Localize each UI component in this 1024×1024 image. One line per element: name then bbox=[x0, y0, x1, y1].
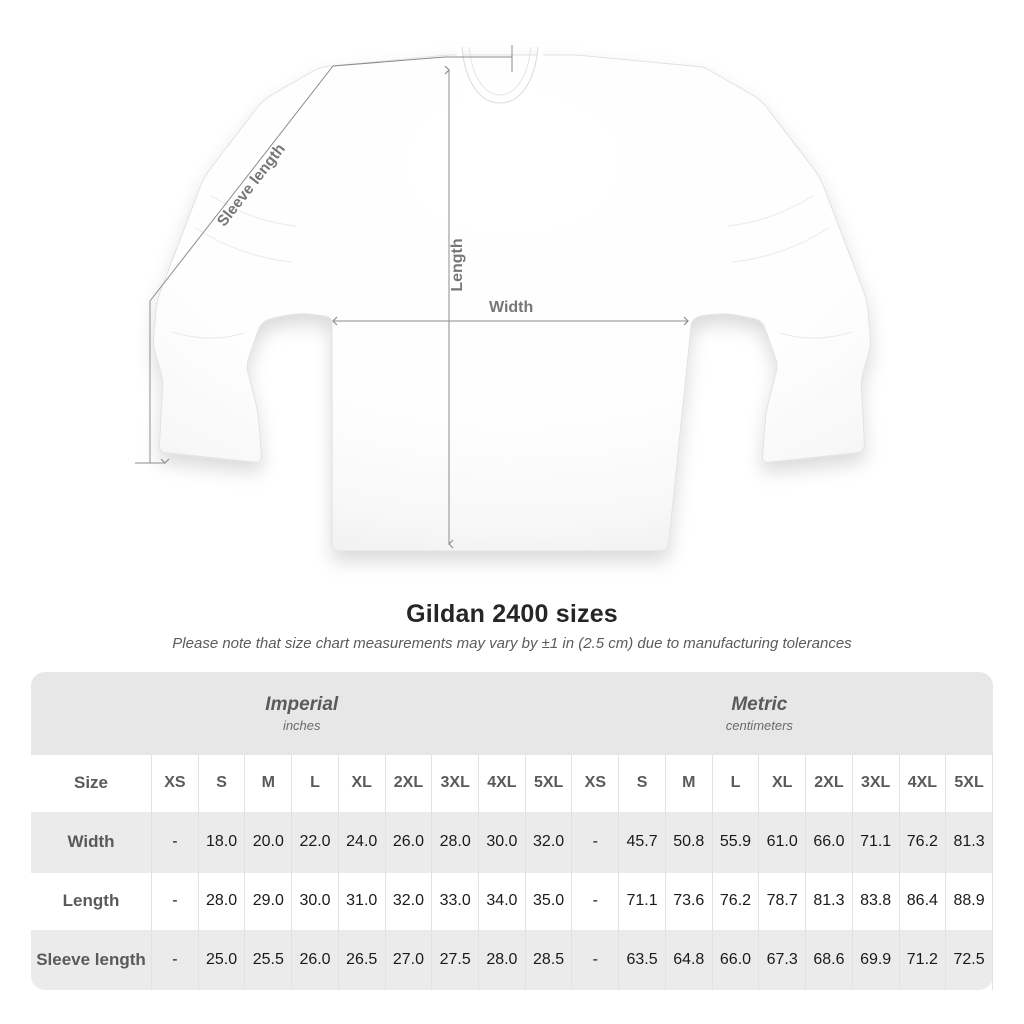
svg-text:Sleeve length: Sleeve length bbox=[214, 141, 289, 230]
svg-text:Length: Length bbox=[449, 238, 466, 291]
svg-text:Width: Width bbox=[489, 299, 533, 316]
